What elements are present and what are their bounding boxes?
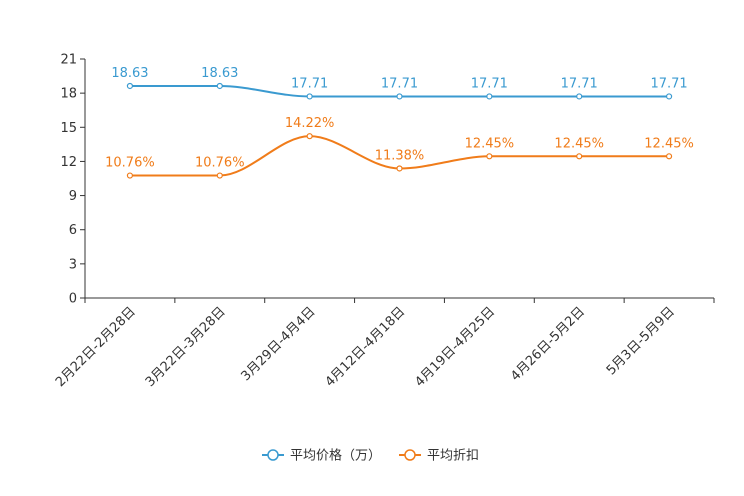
y-tick-label: 15 xyxy=(60,121,77,136)
data-point xyxy=(126,82,134,90)
legend-label: 平均价格（万） xyxy=(290,448,381,464)
x-tick-label: 2月22日-2月28日 xyxy=(53,304,139,390)
data-point xyxy=(306,93,313,100)
legend-label: 平均折扣 xyxy=(427,449,479,464)
data-point xyxy=(126,172,134,179)
data-point xyxy=(306,133,313,140)
data-label: 12.45% xyxy=(644,136,694,151)
legend-marker xyxy=(267,449,279,461)
legend-marker xyxy=(404,449,416,461)
x-tick-label: 5月3日-5月9日 xyxy=(604,304,678,378)
y-tick-label: 0 xyxy=(69,292,77,307)
data-point xyxy=(576,153,583,160)
legend[interactable]: 平均价格（万） 平均折扣 xyxy=(262,448,479,464)
data-label: 10.76% xyxy=(105,156,155,171)
data-point xyxy=(665,153,673,160)
data-label: 10.76% xyxy=(195,156,245,171)
x-tick-label: 4月12日-4月18日 xyxy=(323,304,409,390)
data-point xyxy=(665,93,673,100)
data-labels: 18.63 18.63 17.71 17.71 17.71 17.71 17.71 10.76… xyxy=(105,66,694,171)
data-label: 11.38% xyxy=(375,148,425,163)
data-point xyxy=(486,153,493,160)
y-tick-label: 18 xyxy=(60,87,77,102)
series-layer xyxy=(126,82,673,179)
data-label: 17.71 xyxy=(291,76,328,91)
x-tick-label: 4月19日-4月25日 xyxy=(412,304,498,390)
data-label: 18.63 xyxy=(111,66,148,81)
y-tick-label: 12 xyxy=(60,155,77,170)
data-point xyxy=(216,82,223,90)
x-tick-label: 4月26日-5月2日 xyxy=(508,304,588,384)
data-label: 17.71 xyxy=(650,76,687,91)
data-label: 17.71 xyxy=(561,76,598,91)
data-point xyxy=(396,165,403,172)
data-point xyxy=(486,93,493,100)
y-tick-label: 9 xyxy=(69,189,77,204)
data-label: 17.71 xyxy=(381,76,418,91)
data-point xyxy=(576,93,583,100)
x-tick-label: 3月29日-4月4日 xyxy=(239,304,319,384)
legend-item[interactable]: 平均折扣 xyxy=(399,449,479,464)
legend-item[interactable]: 平均价格（万） xyxy=(262,448,381,464)
data-point xyxy=(396,93,403,100)
data-label: 12.45% xyxy=(554,136,604,151)
data-label: 17.71 xyxy=(471,76,508,91)
x-tick-label: 3月22日-3月28日 xyxy=(143,304,229,390)
y-tick-label: 3 xyxy=(69,257,77,272)
y-tick-label: 21 xyxy=(60,53,77,68)
data-label: 18.63 xyxy=(201,66,238,81)
data-label: 14.22% xyxy=(285,116,335,131)
data-label: 12.45% xyxy=(465,136,515,151)
axes: 0 3 6 9 12 15 18 21 2月22日-2月28日 3月22日-3月28日 3月29日-… xyxy=(53,53,715,390)
data-point xyxy=(216,172,223,179)
y-tick-label: 6 xyxy=(69,223,77,238)
